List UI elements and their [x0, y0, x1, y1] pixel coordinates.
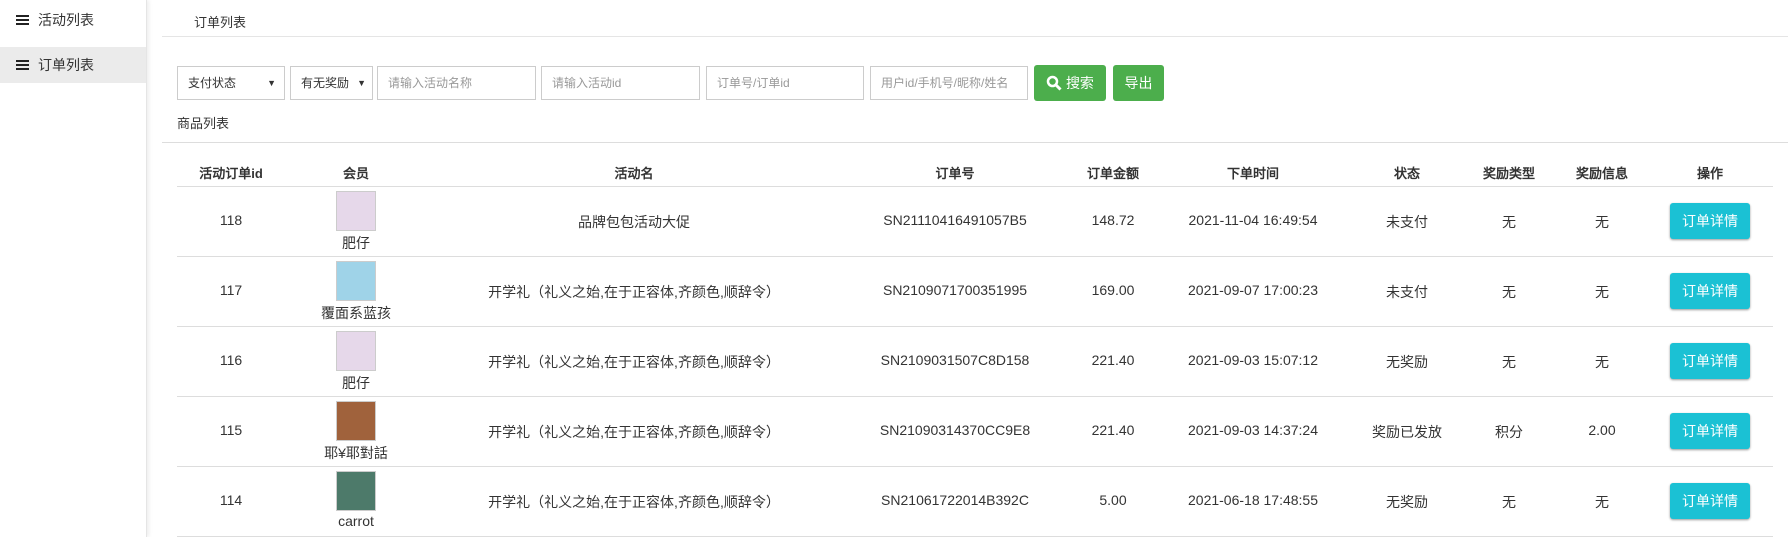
table-cell: 148.72 [1091, 212, 1135, 228]
table-cell: 114 [219, 492, 243, 508]
search-button[interactable]: 搜索 [1034, 65, 1106, 101]
table-cell: 2021-09-07 17:00:23 [1188, 282, 1318, 298]
column-header: 会员 [342, 166, 370, 181]
table-cell: 奖励已发放 [1372, 424, 1442, 440]
table-cell: 无 [1595, 494, 1609, 510]
table-cell: 未支付 [1386, 284, 1428, 300]
table-cell: 2.00 [1588, 422, 1616, 438]
table-cell: 5.00 [1099, 492, 1127, 508]
column-header: 下单时间 [1226, 166, 1280, 181]
table-cell: 221.40 [1091, 422, 1135, 438]
table-cell: 2021-09-03 15:07:12 [1188, 352, 1318, 368]
table-cell: SN21061722014B392C [881, 492, 1029, 508]
table-cell: SN21090314370CC9E8 [879, 422, 1031, 438]
divider [162, 36, 1788, 37]
table-cell: 无奖励 [1386, 354, 1428, 370]
table-cell: 无 [1595, 284, 1609, 300]
column-header: 活动订单id [199, 166, 263, 181]
table-cell: 116 [219, 352, 243, 368]
detail-button[interactable]: 订单详情 [1670, 273, 1750, 309]
avatar [336, 261, 376, 301]
select[interactable]: 支付状态 ▼ [177, 66, 285, 100]
column-header: 奖励信息 [1575, 166, 1629, 181]
avatar [336, 401, 376, 441]
column-header: 奖励类型 [1482, 166, 1536, 181]
input[interactable]: 请输入活动id [541, 66, 700, 100]
table-cell: 无奖励 [1386, 494, 1428, 510]
table-cell: 积分 [1495, 424, 1523, 440]
nav-item-active[interactable]: 订单列表 [0, 47, 146, 83]
table-cell: 无 [1502, 354, 1516, 370]
member-name: 覆面系蓝孩 [321, 305, 391, 321]
select-label: 支付状态 [188, 76, 237, 90]
table-cell: 开学礼（礼义之始,在于正容体,齐颜色,顺辞令） [488, 284, 780, 300]
table-cell: 开学礼（礼义之始,在于正容体,齐颜色,顺辞令） [488, 354, 780, 370]
divider [162, 142, 1788, 143]
table-cell: 开学礼（礼义之始,在于正容体,齐颜色,顺辞令） [488, 424, 780, 440]
input[interactable]: 订单号/订单id [706, 66, 864, 100]
member-name: carrot [338, 513, 374, 529]
detail-button[interactable]: 订单详情 [1670, 483, 1750, 519]
detail-button[interactable]: 订单详情 [1670, 343, 1750, 379]
table-cell: 118 [219, 212, 243, 228]
button-label: 搜索 [1065, 75, 1094, 91]
table-cell: 无 [1595, 214, 1609, 230]
column-header: 活动名 [614, 166, 654, 181]
table-cell: 无 [1502, 494, 1516, 510]
column-header: 状态 [1393, 166, 1421, 181]
breadcrumb: 订单列表 [194, 15, 247, 30]
row-border [177, 256, 1773, 257]
column-header: 订单金额 [1086, 166, 1140, 181]
table-cell: 2021-11-04 16:49:54 [1188, 212, 1318, 228]
table-cell: 221.40 [1091, 352, 1135, 368]
column-header: 订单号 [935, 166, 975, 181]
nav-item[interactable]: 活动列表 [0, 2, 146, 38]
table-cell: 无 [1595, 354, 1609, 370]
search-icon [1046, 75, 1062, 91]
row-border [177, 466, 1773, 467]
header-border [177, 186, 1773, 187]
table-cell: 117 [219, 282, 243, 298]
table-cell: SN21110416491057B5 [883, 212, 1027, 228]
table-cell: 无 [1502, 214, 1516, 230]
detail-button[interactable]: 订单详情 [1670, 203, 1750, 239]
select-label: 有无奖励 [301, 76, 350, 90]
table-cell: 开学礼（礼义之始,在于正容体,齐颜色,顺辞令） [488, 494, 780, 510]
column-header: 操作 [1696, 166, 1724, 181]
select[interactable]: 有无奖励 ▼ [290, 66, 373, 100]
member-name: 肥仔 [342, 375, 370, 391]
table-cell: SN2109031507C8D158 [880, 352, 1030, 368]
avatar [336, 191, 376, 231]
input[interactable]: 请输入活动名称 [377, 66, 536, 100]
section-title: 商品列表 [177, 116, 230, 131]
table-cell: 未支付 [1386, 214, 1428, 230]
avatar [336, 331, 376, 371]
row-border [177, 396, 1773, 397]
table-cell: SN2109071700351995 [882, 282, 1028, 298]
table-cell: 2021-09-03 14:37:24 [1188, 422, 1318, 438]
member-name: 耶¥耶對話 [324, 445, 388, 461]
input[interactable]: 用户id/手机号/昵称/姓名 [870, 66, 1028, 100]
sidebar: 活动列表 订单列表 [0, 0, 147, 537]
member-name: 肥仔 [342, 235, 370, 251]
avatar [336, 471, 376, 511]
table-cell: 2021-06-18 17:48:55 [1188, 492, 1318, 508]
nav-label: 订单列表 [38, 57, 94, 73]
table-cell: 115 [219, 422, 243, 438]
nav-label: 活动列表 [38, 12, 94, 28]
detail-button[interactable]: 订单详情 [1670, 413, 1750, 449]
export-button[interactable]: 导出 [1113, 65, 1164, 101]
row-border [177, 326, 1773, 327]
table-cell: 169.00 [1091, 282, 1135, 298]
table-cell: 品牌包包活动大促 [578, 214, 690, 230]
table-cell: 无 [1502, 284, 1516, 300]
